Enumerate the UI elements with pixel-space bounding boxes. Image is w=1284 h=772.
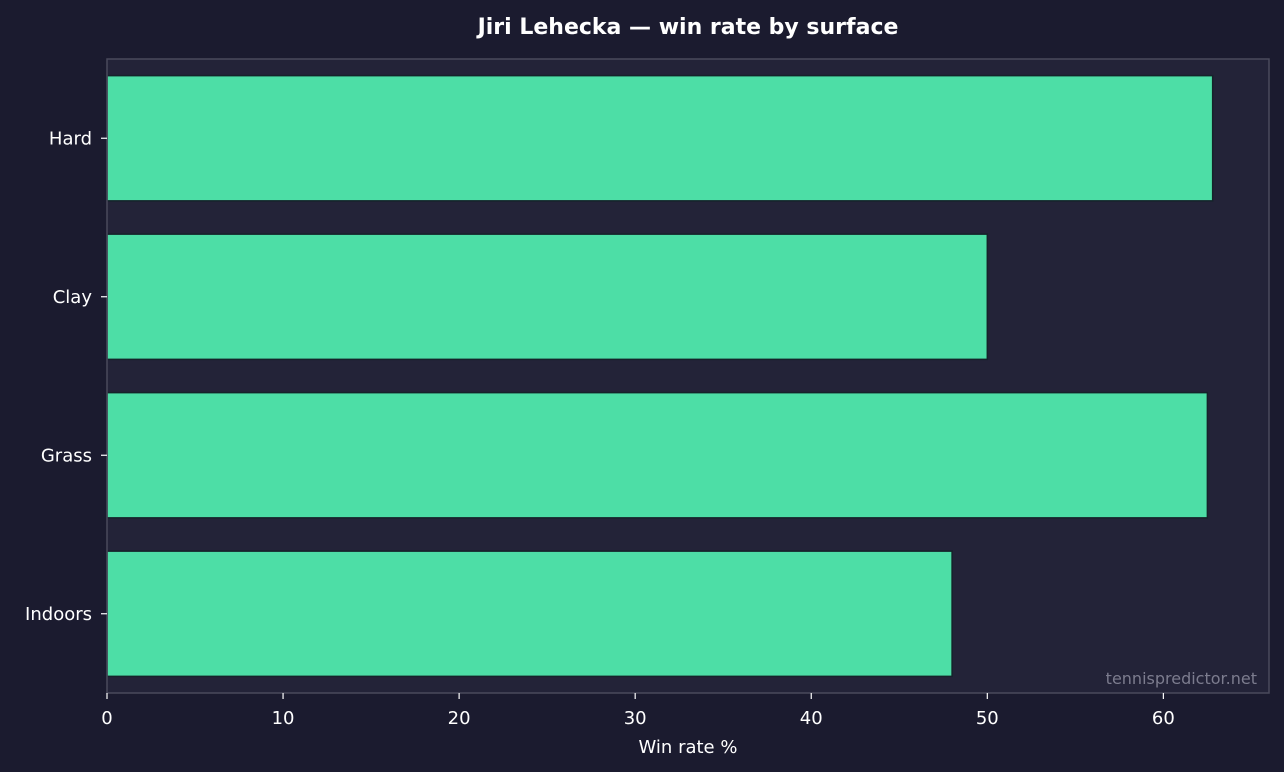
chart-title: Jiri Lehecka — win rate by surface [476, 15, 899, 40]
watermark-text: tennispredictor.net [1106, 669, 1257, 688]
x-tick-label-0: 0 [101, 708, 112, 729]
bar-hard [106, 74, 1214, 202]
x-tick-label-60: 60 [1152, 708, 1175, 729]
bars-layer [106, 74, 1214, 678]
bar-indoors [106, 550, 953, 678]
x-axis: 0 10 20 30 40 50 60 [101, 693, 1175, 729]
x-axis-label: Win rate % [639, 737, 738, 758]
x-tick-label-50: 50 [976, 708, 999, 729]
y-axis: Hard Clay Grass Indoors [25, 128, 107, 625]
x-tick-label-20: 20 [448, 708, 471, 729]
x-tick-label-10: 10 [272, 708, 295, 729]
y-tick-label-hard: Hard [49, 128, 92, 149]
y-tick-label-indoors: Indoors [25, 604, 92, 625]
x-tick-label-40: 40 [800, 708, 823, 729]
bar-grass [106, 391, 1209, 519]
bar-clay [106, 233, 989, 361]
y-tick-label-grass: Grass [41, 445, 92, 466]
plot-frame [106, 58, 1270, 694]
y-tick-label-clay: Clay [53, 287, 93, 308]
x-tick-label-30: 30 [624, 708, 647, 729]
